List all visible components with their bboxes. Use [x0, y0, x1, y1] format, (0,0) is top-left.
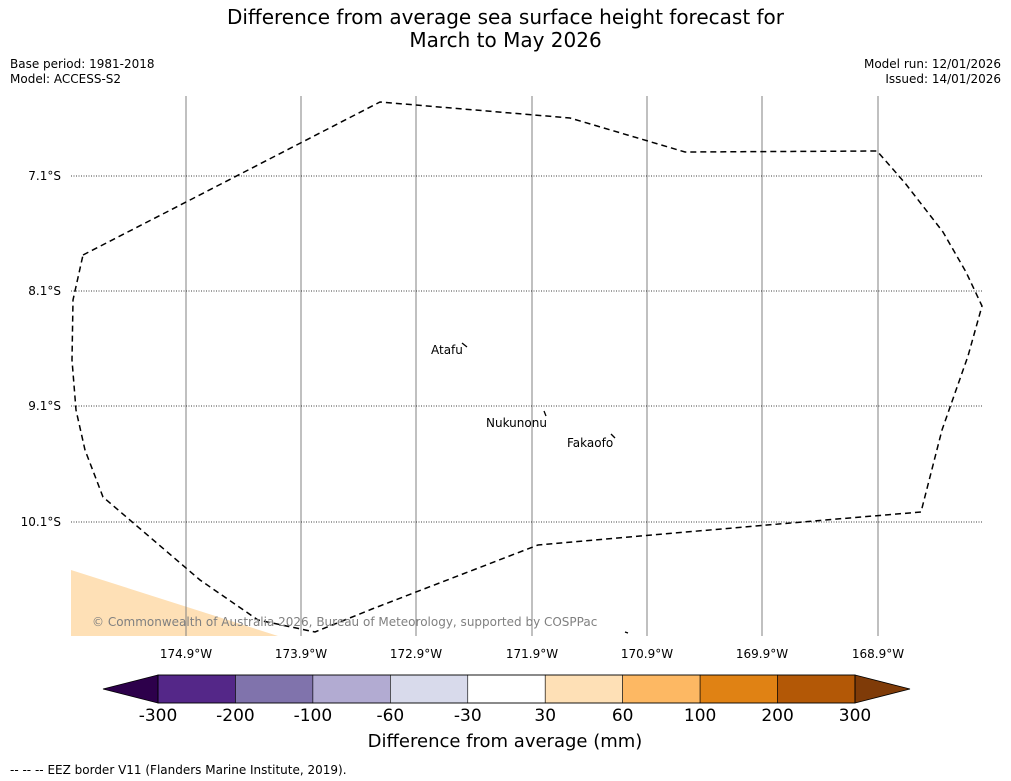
colorbar-segment	[235, 674, 314, 704]
nukunonu-island-mark	[543, 410, 547, 417]
place-label-atafu: Atafu	[431, 343, 463, 357]
colorbar-tick-label: -100	[294, 706, 333, 726]
longitude-label: 168.9°W	[852, 647, 904, 661]
colorbar-tick-label: -200	[216, 706, 255, 726]
colorbar-segment	[699, 674, 778, 704]
colorbar-segment	[467, 674, 546, 704]
model-run-text: Model run: 12/01/2026	[863, 57, 1001, 71]
latitude-label: 8.1°S	[28, 284, 61, 298]
title-line-2: March to May 2026	[409, 28, 602, 52]
colorbar-segment	[312, 674, 391, 704]
colorbar-tick-label: 300	[839, 706, 871, 726]
colorbar-tick-label: 60	[612, 706, 634, 726]
eez-border	[71, 101, 983, 633]
copyright-text: © Commonwealth of Australia 2026, Bureau…	[92, 615, 597, 629]
place-label-fakaofo: Fakaofo	[567, 436, 613, 450]
colorbar-max-extension	[854, 674, 911, 704]
colorbar-tick-label: -300	[139, 706, 178, 726]
longitude-label: 169.9°W	[736, 647, 788, 661]
colorbar-title: Difference from average (mm)	[368, 731, 643, 752]
meta-left: Base period: 1981-2018 Model: ACCESS-S2	[10, 57, 155, 87]
longitude-labels: 174.9°W 173.9°W 172.9°W 171.9°W 170.9°W 169.9…	[160, 647, 904, 661]
colorbar-tick-label: 200	[761, 706, 793, 726]
colorbar-tick-labels: -300 -200 -100 -60 -30 30 60 100 200 300	[139, 706, 872, 726]
colorbar-tick-label: -60	[376, 706, 404, 726]
place-label-nukunonu: Nukunonu	[486, 416, 547, 430]
meta-right: Model run: 12/01/2026 Issued: 14/01/2026	[864, 57, 1001, 87]
longitude-label: 170.9°W	[621, 647, 673, 661]
colorbar-tick-label: 100	[684, 706, 716, 726]
latitude-labels: 7.1°S 8.1°S 9.1°S 10.1°S	[21, 169, 61, 529]
colorbar-segment	[157, 674, 236, 704]
fakaofo-island-mark	[610, 433, 616, 439]
colorbar-segment	[777, 674, 856, 704]
parallel-lines	[71, 175, 982, 523]
swains-island-mark	[624, 631, 629, 634]
anomaly-patch	[71, 570, 278, 636]
latitude-label: 9.1°S	[28, 399, 61, 413]
atafu-island-mark	[461, 342, 468, 348]
eez-legend-text: EEZ border V11 (Flanders Marine Institut…	[47, 763, 347, 777]
chart-title: Difference from average sea surface heig…	[0, 6, 1011, 52]
latitude-label: 7.1°S	[28, 169, 61, 183]
colorbar-outline	[157, 674, 856, 704]
footer-legend: -- -- -- EEZ border V11 (Flanders Marine…	[10, 763, 347, 777]
latitude-label: 10.1°S	[21, 515, 61, 529]
colorbar: -300 -200 -100 -60 -30 30 60 100 200 300 Differen…	[102, 674, 911, 752]
longitude-label: 174.9°W	[160, 647, 212, 661]
title-line-1: Difference from average sea surface heig…	[226, 5, 785, 29]
model-text: Model: ACCESS-S2	[10, 72, 122, 86]
meridian-lines	[185, 96, 879, 636]
longitude-label: 172.9°W	[390, 647, 442, 661]
eez-legend-symbol: -- -- --	[10, 763, 44, 777]
colorbar-segment	[622, 674, 701, 704]
colorbar-tick-label: 30	[534, 706, 556, 726]
colorbar-segment	[544, 674, 623, 704]
base-period-text: Base period: 1981-2018	[10, 57, 155, 71]
longitude-label: 171.9°W	[506, 647, 558, 661]
colorbar-segments	[157, 674, 856, 704]
longitude-label: 173.9°W	[275, 647, 327, 661]
colorbar-tick-label: -30	[454, 706, 482, 726]
colorbar-min-extension	[102, 674, 159, 704]
issued-text: Issued: 14/01/2026	[885, 72, 1001, 86]
colorbar-segment	[390, 674, 469, 704]
map-panel: Atafu Nukunonu Fakaofo © Commonwealth of…	[21, 96, 983, 661]
